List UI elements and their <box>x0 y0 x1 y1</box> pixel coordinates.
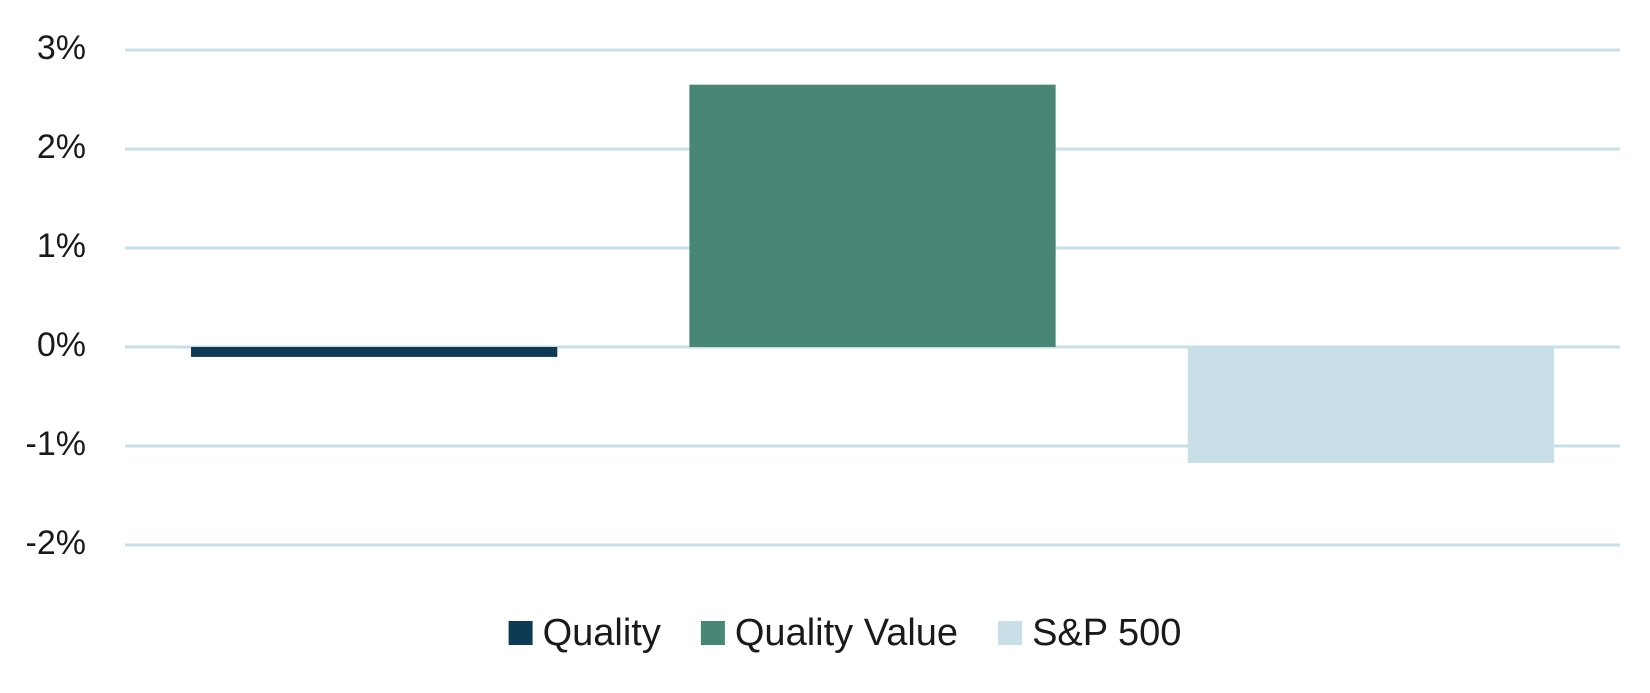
y-tick-label: -1% <box>26 425 86 463</box>
legend-label: Quality <box>543 612 661 654</box>
bars <box>191 84 1554 463</box>
legend-item: Quality <box>508 612 661 654</box>
legend-swatch <box>998 621 1023 645</box>
legend-swatch <box>700 621 725 645</box>
legend-item: S&P 500 <box>998 612 1181 654</box>
y-tick-label: 3% <box>37 29 86 67</box>
legend-swatch <box>508 621 533 645</box>
legend-label: Quality Value <box>735 612 958 654</box>
y-axis-tick-labels: 3% 2% 1% 0% -1% -2% <box>26 29 86 562</box>
y-tick-label: 0% <box>37 326 86 364</box>
bar <box>689 84 1056 348</box>
legend-label: S&P 500 <box>1032 612 1181 654</box>
y-tick-label: -2% <box>26 524 86 562</box>
legend: Quality Quality Value S&P 500 <box>508 612 1181 654</box>
bar <box>1187 347 1554 463</box>
y-tick-label: 1% <box>37 227 86 265</box>
bar <box>191 347 558 357</box>
y-tick-label: 2% <box>37 128 86 166</box>
legend-item: Quality Value <box>700 612 958 654</box>
